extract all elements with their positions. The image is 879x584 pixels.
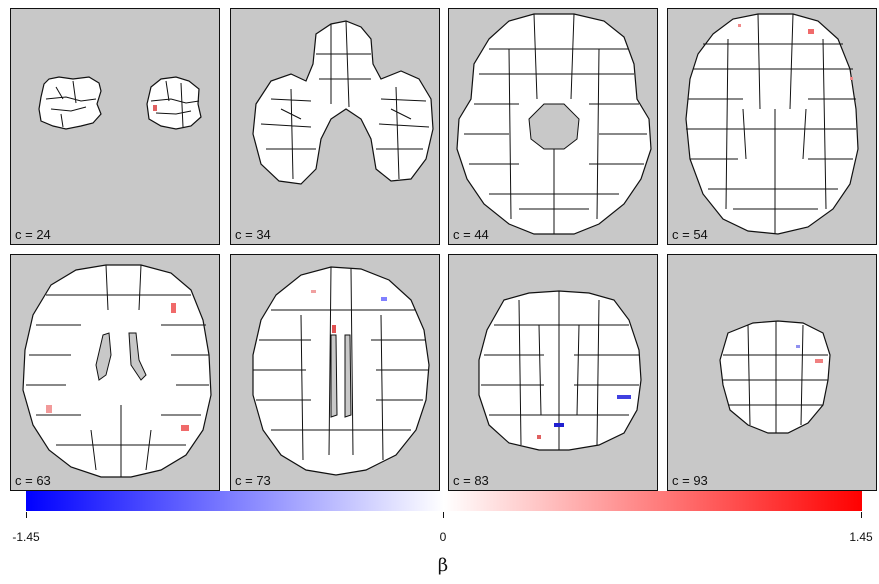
colorbar-tick-min — [26, 512, 27, 518]
colorbar-tick-max — [861, 512, 862, 518]
slice-panel-c83: c = 83 — [448, 254, 658, 491]
brain-slice-c34 — [252, 20, 434, 185]
slice-label: c = 63 — [15, 473, 51, 488]
slice-label: c = 44 — [453, 227, 489, 242]
colorbar-tick-mid — [443, 512, 444, 518]
colorbar-title: β — [437, 555, 449, 576]
brain-slice-c63 — [22, 264, 212, 478]
slice-label: c = 54 — [672, 227, 708, 242]
slice-panel-c24: c = 24 — [10, 8, 220, 245]
slice-label: c = 34 — [235, 227, 271, 242]
slice-label: c = 93 — [672, 473, 708, 488]
brain-slice-c73 — [252, 266, 430, 476]
colorbar-min-label: -1.45 — [12, 530, 40, 544]
colorbar-max-label: 1.45 — [849, 530, 873, 544]
brain-slice-c24 — [38, 76, 202, 130]
slice-panel-c34: c = 34 — [230, 8, 440, 245]
brain-slice-c44 — [456, 13, 652, 235]
slice-label: c = 73 — [235, 473, 271, 488]
slice-panel-c93: c = 93 — [667, 254, 877, 491]
slice-grid: c = 24 c = 34 c = 44 c = 54 — [10, 8, 877, 493]
slice-panel-c73: c = 73 — [230, 254, 440, 491]
slice-panel-c44: c = 44 — [448, 8, 658, 245]
slice-panel-c54: c = 54 — [667, 8, 877, 245]
brain-slice-c83 — [478, 290, 642, 451]
brain-slice-c93 — [719, 320, 831, 434]
slice-panel-c63: c = 63 — [10, 254, 220, 491]
brain-slice-c54 — [685, 13, 859, 235]
slice-label: c = 24 — [15, 227, 51, 242]
colorbar-mid-label: 0 — [439, 530, 447, 544]
color-scale-bar — [26, 491, 862, 511]
slice-label: c = 83 — [453, 473, 489, 488]
